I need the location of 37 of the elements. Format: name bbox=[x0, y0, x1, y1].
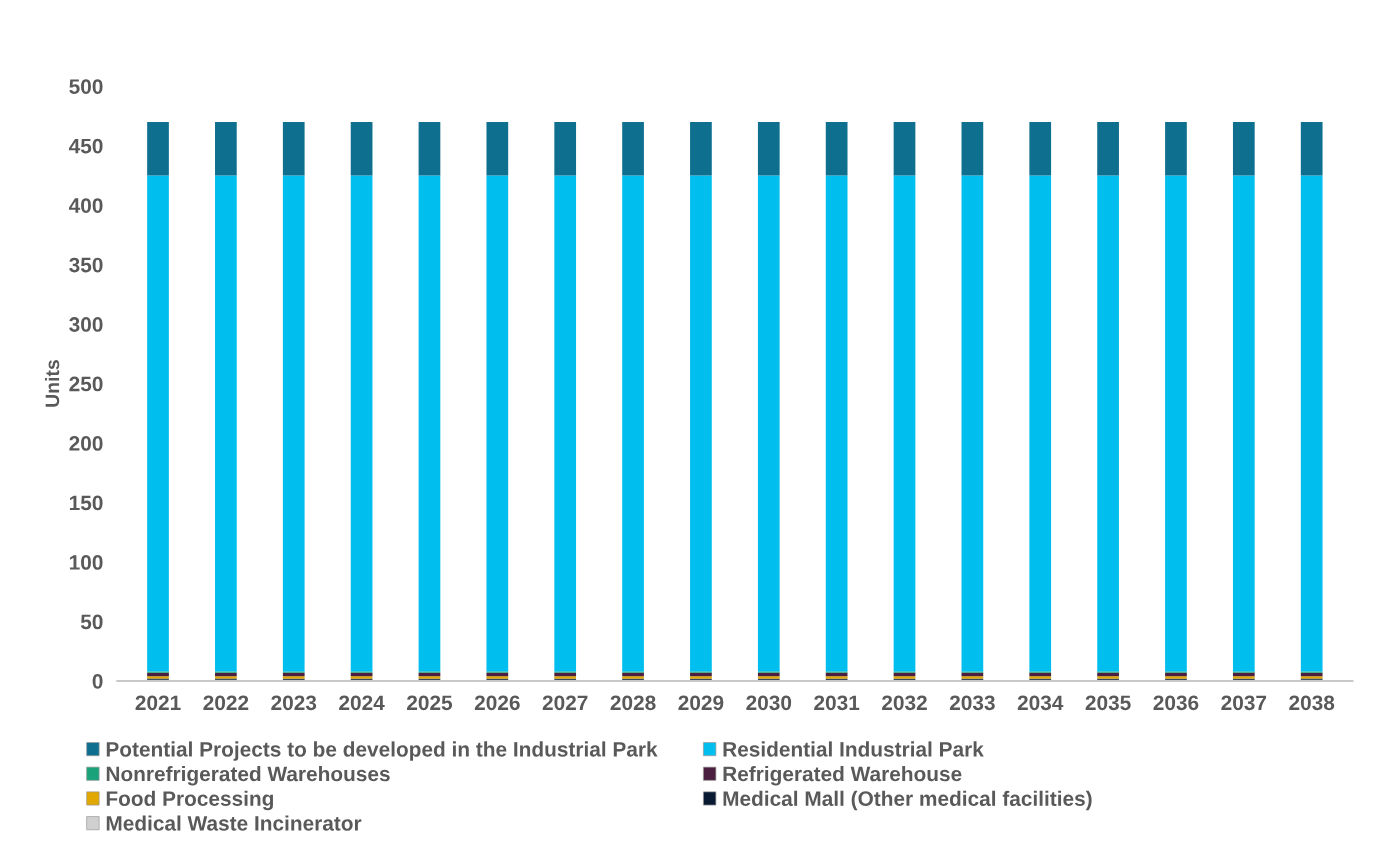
legend-label: Residential Industrial Park bbox=[723, 741, 984, 757]
y-axis-title: Units bbox=[44, 360, 60, 407]
legend-label: Medical Waste Incinerator bbox=[106, 815, 362, 831]
x-tick-label: 2021 bbox=[135, 695, 181, 711]
y-tick-label: 200 bbox=[69, 436, 103, 451]
y-tick-label: 50 bbox=[80, 614, 103, 630]
y-tick-label: 250 bbox=[69, 376, 103, 392]
x-tick-label: 2027 bbox=[542, 695, 588, 711]
x-tick-label: 2028 bbox=[610, 695, 656, 711]
y-tick-label: 150 bbox=[69, 495, 103, 511]
x-tick-label: 2029 bbox=[678, 695, 724, 711]
x-tick-label: 2030 bbox=[746, 695, 792, 711]
y-tick-label: 100 bbox=[69, 555, 103, 570]
x-tick-label: 2038 bbox=[1289, 695, 1335, 711]
legend-label: Food Processing bbox=[106, 790, 274, 811]
y-tick-label: 350 bbox=[69, 257, 103, 273]
x-tick-label: 2036 bbox=[1153, 695, 1199, 711]
x-tick-label: 2035 bbox=[1085, 695, 1131, 711]
y-tick-label: 400 bbox=[68, 198, 103, 213]
y-tick-label: 300 bbox=[69, 317, 103, 332]
legend-label: Refrigerated Warehouse bbox=[723, 765, 962, 786]
x-tick-label: 2022 bbox=[203, 695, 249, 711]
x-tick-label: 2034 bbox=[1017, 695, 1064, 711]
x-tick-label: 2023 bbox=[271, 695, 317, 711]
x-tick-label: 2033 bbox=[949, 695, 995, 711]
x-tick-label: 2026 bbox=[474, 695, 520, 711]
y-tick-label: 450 bbox=[68, 138, 103, 154]
legend-label: Nonrefrigerated Warehouses bbox=[106, 765, 390, 786]
x-tick-label: 2037 bbox=[1221, 695, 1267, 711]
legend-label: Medical Mall (Other medical facilities) bbox=[723, 790, 1092, 811]
x-tick-label: 2025 bbox=[407, 695, 453, 711]
x-tick-label: 2031 bbox=[814, 695, 860, 711]
legend-label: Potential Projects to be developed in the Industrial Park bbox=[106, 741, 658, 761]
y-tick-label: 0 bbox=[92, 673, 103, 689]
x-tick-label: 2032 bbox=[882, 695, 927, 711]
y-tick-label: 500 bbox=[69, 79, 103, 94]
x-tick-label: 2024 bbox=[339, 695, 385, 711]
